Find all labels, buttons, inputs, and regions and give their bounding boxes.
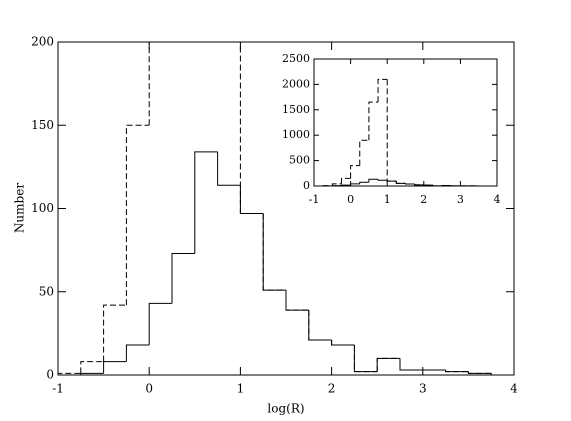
histogram-bin — [377, 78, 388, 103]
histogram-bin — [125, 344, 150, 362]
histogram-bin — [445, 370, 469, 373]
x-tick-label: 3 — [457, 193, 464, 206]
histogram-bin — [340, 177, 351, 184]
y-axis-label: Number — [13, 183, 27, 233]
x-tick-label: 3 — [419, 382, 427, 396]
x-tick-label: 0 — [347, 193, 354, 206]
histogram-bin — [359, 181, 369, 184]
y-tick-label: 100 — [31, 201, 54, 215]
y-tick-label: 50 — [39, 284, 54, 298]
histogram-bin — [340, 184, 351, 186]
y-tick-label: 1000 — [282, 128, 310, 141]
histogram-bin — [331, 340, 355, 346]
histogram-bin — [308, 310, 332, 341]
histogram-bin — [331, 183, 342, 186]
y-tick-label: 500 — [289, 154, 310, 167]
histogram-bin — [405, 183, 415, 185]
histogram-bin — [171, 252, 195, 304]
y-tick-label: 150 — [31, 118, 54, 132]
x-tick-label: 1 — [384, 193, 391, 206]
x-tick-label: 2 — [420, 193, 427, 206]
histogram-bin — [353, 345, 378, 373]
x-axis-label: log(R) — [267, 402, 304, 416]
x-tick-label: 4 — [494, 193, 501, 206]
x-tick-label: 0 — [145, 382, 153, 396]
histogram-bin — [125, 124, 150, 306]
plot-series — [58, 42, 492, 375]
histogram-bin — [368, 178, 379, 183]
histogram-bin — [194, 151, 218, 254]
x-tick-label: 4 — [510, 382, 518, 396]
histogram-bin — [377, 179, 388, 181]
histogram-bin — [368, 101, 379, 141]
x-tick-label: -1 — [309, 193, 320, 206]
histogram-bin — [148, 302, 172, 346]
y-tick-label: 2000 — [282, 77, 310, 90]
histogram-bin — [395, 181, 406, 184]
x-tick-label: 2 — [328, 382, 336, 396]
y-tick-label: 200 — [31, 35, 54, 49]
x-tick-label: 1 — [237, 382, 245, 396]
axes-frame — [313, 58, 498, 187]
histogram-bin — [350, 165, 360, 179]
histogram-bin — [80, 361, 104, 374]
y-tick-label: 1500 — [282, 103, 310, 116]
histogram-bin — [414, 184, 424, 186]
histogram-bin — [399, 358, 423, 371]
histogram-bin — [217, 151, 241, 186]
histogram-bin — [285, 290, 309, 311]
histogram-bin — [262, 213, 286, 291]
plot-area — [314, 59, 497, 186]
y-tick-label: 0 — [46, 368, 54, 382]
y-tick-label: 0 — [303, 179, 310, 192]
y-tick-label: 2500 — [282, 52, 310, 65]
histogram-bin — [103, 304, 127, 362]
x-tick-label: -1 — [52, 382, 64, 396]
histogram-bin — [359, 139, 369, 166]
histogram-bin — [239, 42, 264, 214]
histogram-bin — [467, 371, 492, 375]
histogram-bin — [376, 357, 400, 372]
